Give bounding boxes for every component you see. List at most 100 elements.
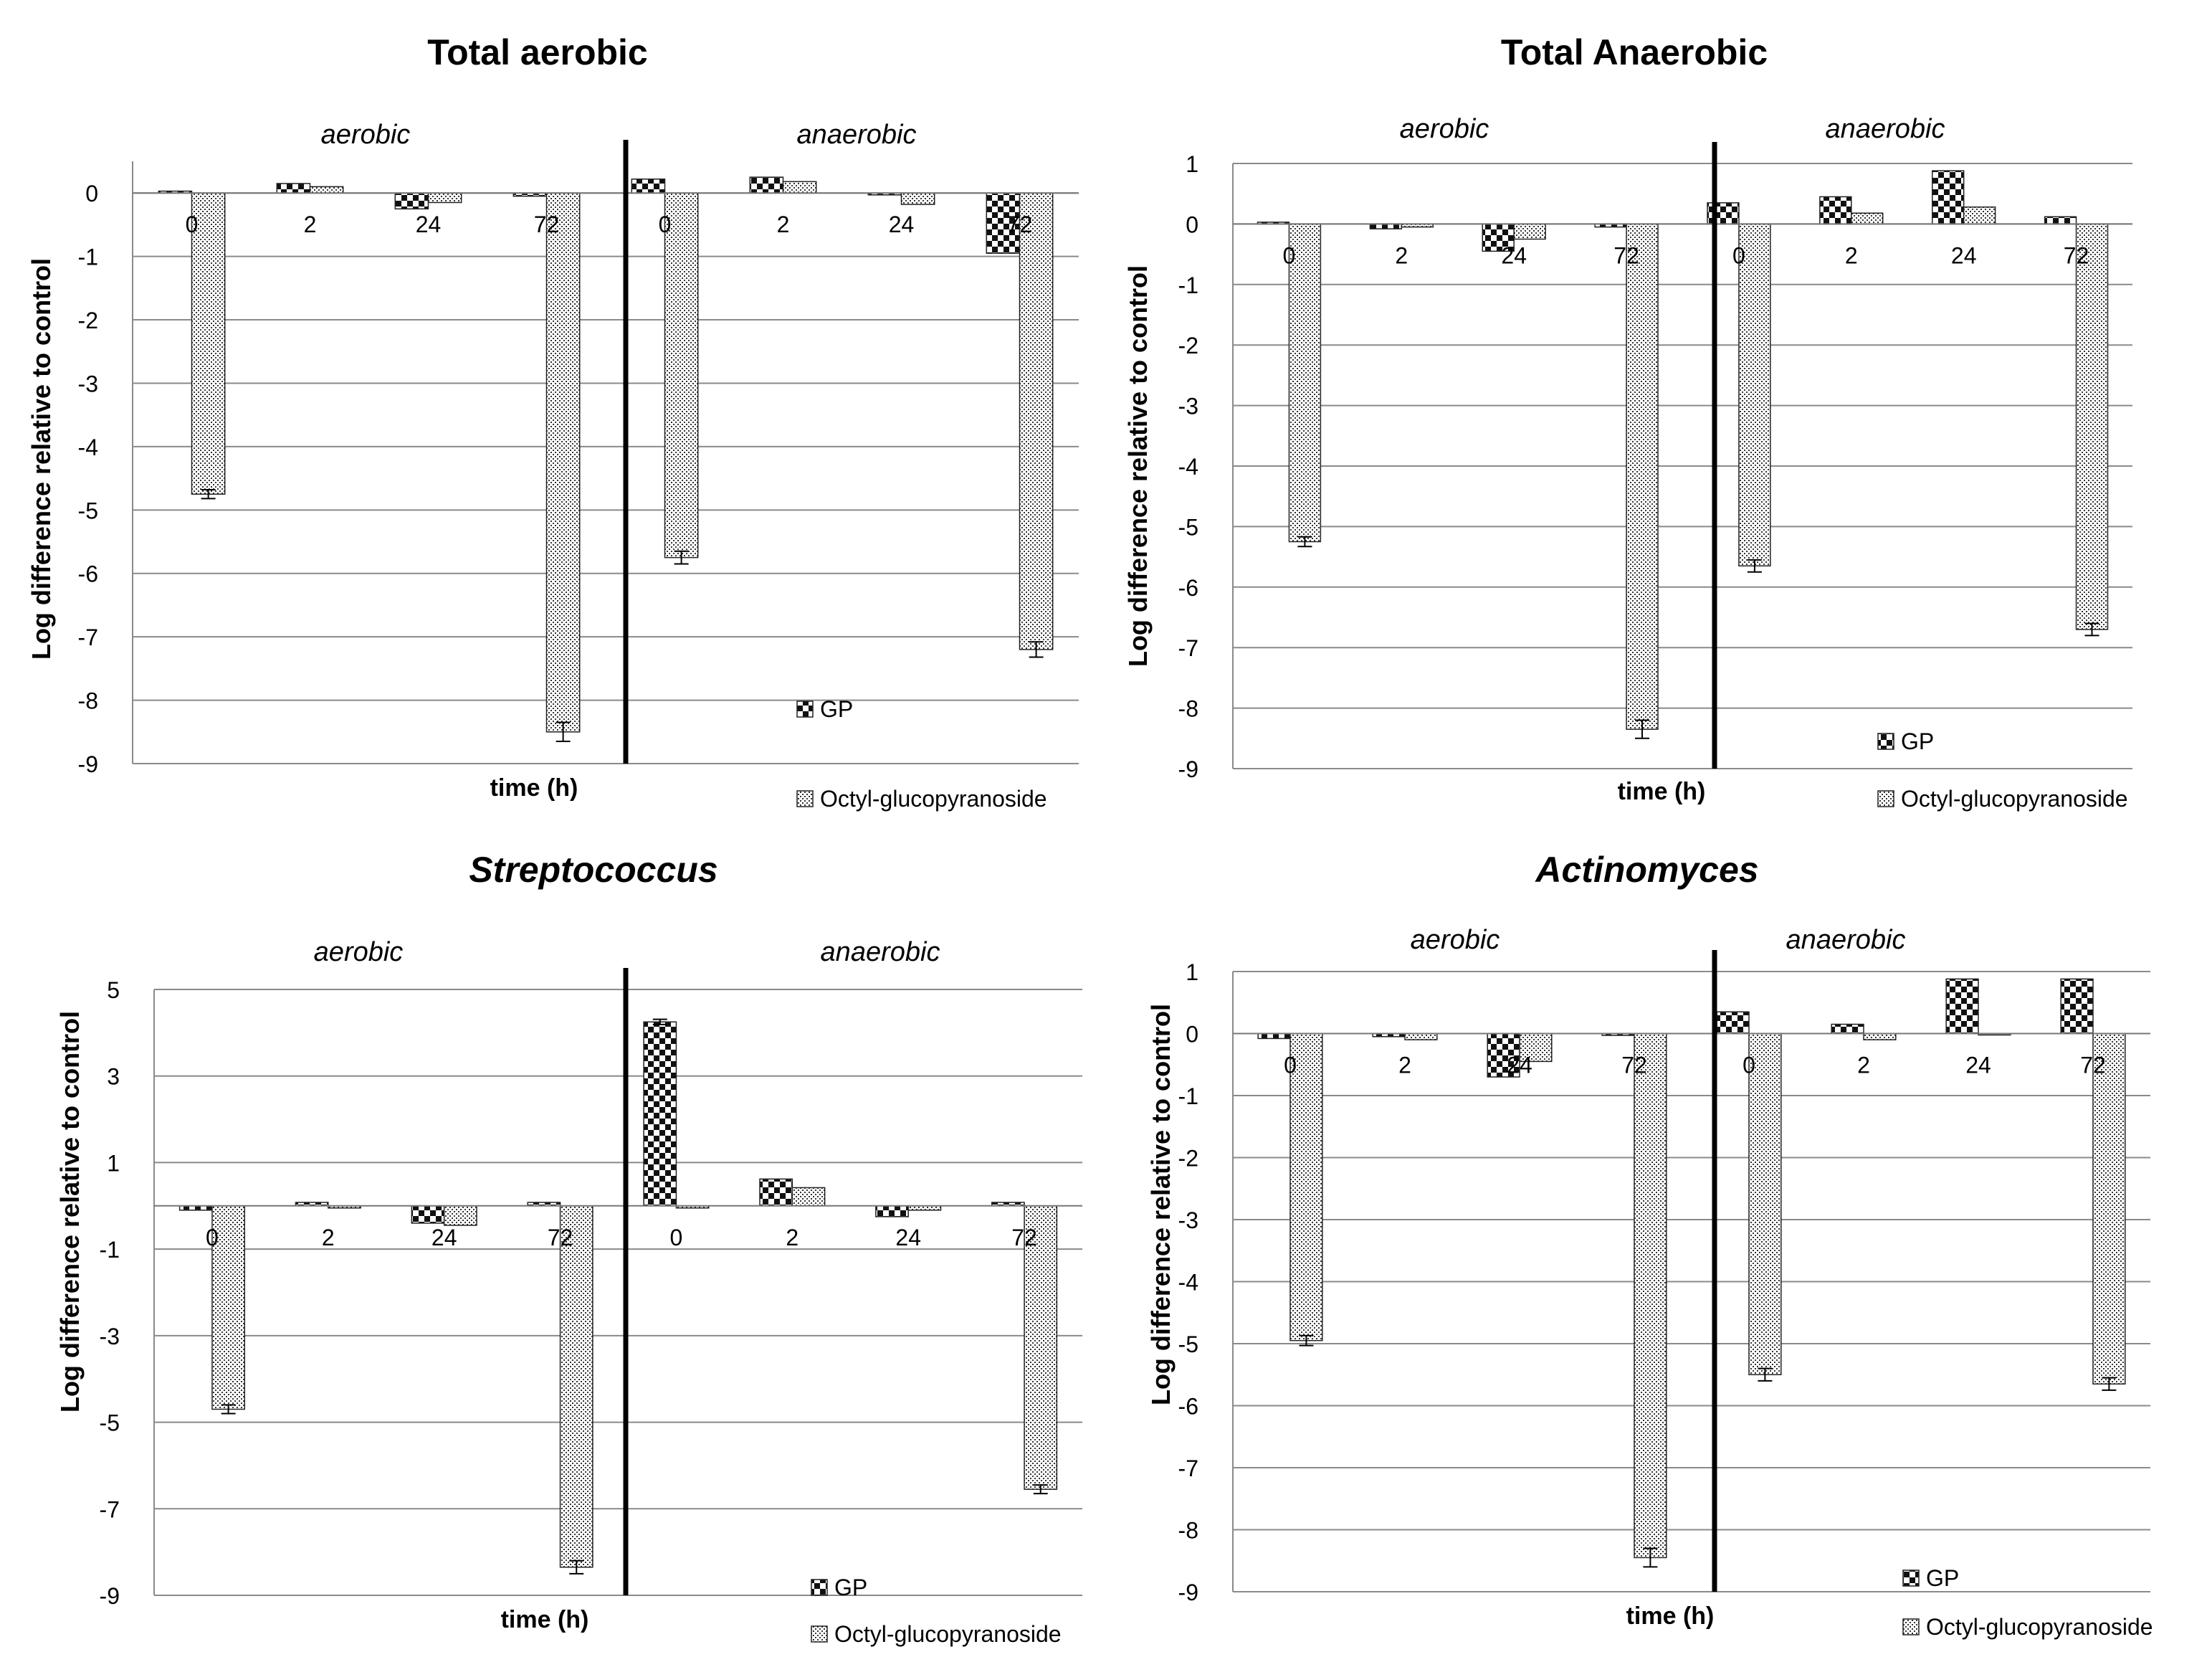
chart-panel: Actinomyces 1 0 -1 -2 -3 -4 -5 -6 -7 -8 -9 Log diffe… [1146,850,2153,1640]
x-tick-label: 72 [1011,1225,1037,1250]
y-tick-label: -1 [1178,272,1198,298]
bar-gp [759,1178,793,1207]
x-tick-label: 72 [534,212,560,237]
x-axis-label: time (h) [501,1606,589,1633]
y-tick-label: -8 [78,688,98,714]
bar-octyl [1288,223,1322,543]
legend-swatch-octyl [796,790,814,807]
bar-gp [2060,978,2094,1035]
group-label: anaerobic [1826,114,1945,144]
x-tick-label: 0 [206,1225,219,1250]
y-tick-label: 5 [107,977,120,1003]
bar-octyl [1738,223,1771,567]
y-tick-label: 3 [107,1064,120,1090]
bar-octyl [1289,1032,1323,1342]
bar-octyl [1019,192,1054,650]
y-axis-label: Log difference relative to control [1146,1004,1176,1405]
chart-panel: Total Anaerobic 1 0 -1 -2 -3 -4 -5 -6 -7 -8 -9 Log d… [1123,32,2132,812]
bar-octyl [559,1205,593,1568]
x-tick-label: 0 [1283,242,1296,268]
x-tick-label: 0 [670,1225,683,1250]
bar-octyl [1404,1032,1438,1040]
group-label: anaerobic [1786,925,1906,955]
y-tick-label: 1 [1186,151,1198,177]
x-tick-label: 24 [416,212,442,237]
x-tick-label: 24 [432,1225,457,1250]
y-tick-label: -4 [1178,454,1198,480]
y-tick-label: 0 [1186,1022,1198,1048]
bar-octyl [1851,212,1884,225]
bar-octyl [791,1187,826,1207]
y-tick-label: -5 [1178,514,1198,540]
x-tick-label: 24 [1965,1053,1991,1078]
x-tick-label: 0 [659,212,672,237]
group-label: anaerobic [797,120,917,150]
bar-gp [1369,223,1403,229]
bar-octyl [191,192,226,495]
chart-title: Total Anaerobic [1501,32,1768,72]
bar-gp [1831,1023,1864,1035]
bar-gp [1257,1032,1291,1040]
bar-octyl [782,181,817,194]
x-tick-label: 24 [1501,242,1527,268]
bar-octyl [1513,223,1546,240]
y-tick-label: -1 [78,244,98,270]
y-tick-label: -8 [1178,1518,1198,1544]
bar-octyl [1863,1032,1897,1040]
bar-gp [875,1205,909,1217]
x-tick-label: 2 [777,212,790,237]
y-tick-label: -4 [1178,1270,1198,1296]
y-tick-label: 0 [85,181,98,206]
group-label: aerobic [1411,925,1500,955]
y-tick-label: -6 [1178,1394,1198,1420]
x-axis-label: time (h) [490,774,578,802]
bar-octyl [427,192,462,204]
y-tick-label: -8 [1178,696,1198,722]
bar-gp [276,183,311,194]
bar-octyl [664,192,699,559]
bar-octyl [309,186,344,194]
y-tick-label: -4 [78,435,98,460]
x-tick-label: 24 [1951,242,1977,268]
y-tick-label: -7 [78,625,98,650]
legend-swatch-octyl [1902,1618,1920,1635]
x-tick-label: 24 [889,212,915,237]
y-tick-label: -2 [1178,333,1198,358]
bar-gp [2044,216,2077,225]
bar-octyl [211,1205,246,1410]
x-tick-label: 72 [1613,242,1639,268]
x-tick-label: 2 [322,1225,335,1250]
x-tick-label: 2 [1398,1053,1411,1078]
x-tick-label: 2 [304,212,317,237]
x-tick-label: 2 [1857,1053,1870,1078]
bar-octyl [1626,223,1659,730]
y-tick-label: -6 [78,561,98,587]
group-label: aerobic [1400,114,1489,144]
legend-label: GP [1901,728,1934,754]
group-label: aerobic [321,120,411,150]
x-tick-label: 0 [1284,1053,1297,1078]
y-tick-label: -1 [100,1237,120,1263]
bar-gp [1716,1011,1750,1035]
x-tick-label: 0 [1732,242,1745,268]
legend-swatch-octyl [811,1625,828,1643]
bar-octyl [443,1205,477,1226]
bar-octyl [2075,223,2109,630]
y-axis-label: Log difference relative to control [55,1011,85,1412]
chart-panel: Total aerobic 0 -1 -2 -3 -4 -5 -6 -7 -8 -9 Log diff… [27,32,1079,812]
bar-gp [643,1021,677,1207]
legend-swatch-gp [1902,1570,1920,1587]
chart-panel: Streptococcus 5 3 1 -1 -3 -5 -7 -9 Log difference… [55,850,1082,1647]
bar-octyl [900,192,935,205]
x-tick-label: 0 [1743,1053,1755,1078]
group-label: anaerobic [821,937,940,967]
legend-swatch-gp [811,1579,828,1596]
y-axis-label: Log difference relative to control [1123,265,1153,667]
x-tick-label: 72 [1007,212,1033,237]
bar-octyl [1024,1205,1058,1490]
y-tick-label: -1 [1178,1083,1198,1109]
x-axis-label: time (h) [1626,1602,1715,1630]
y-tick-label: -3 [1178,394,1198,419]
bar-octyl [2092,1032,2126,1385]
y-tick-label: -5 [78,498,98,523]
